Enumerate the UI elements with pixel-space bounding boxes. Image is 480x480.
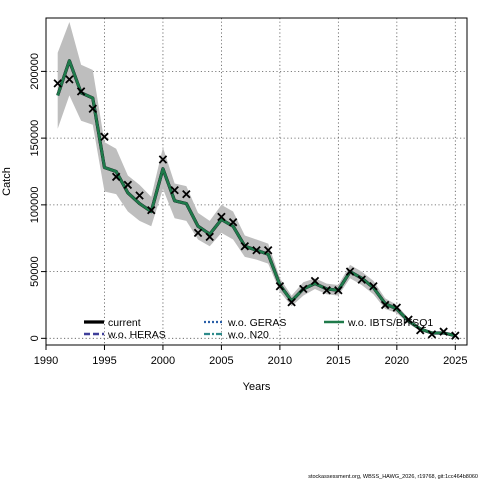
observed-point-2021 [404,315,413,324]
x-axis-label: Years [243,381,271,393]
observed-point-1995 [100,132,109,142]
y-tick-label-100000: 100000 [29,186,41,223]
y-tick-label-50000: 50000 [29,256,41,287]
observed-point-2009 [263,246,273,255]
y-tick-label-150000: 150000 [29,120,41,157]
x-tick-label-2025: 2025 [443,355,467,367]
legend-label-heras: w.o. HERAS [107,329,166,341]
observed-point-1999 [147,205,156,215]
footnote: stockassessment.org, WBSS_HAWG_2026, r19… [308,474,478,480]
x-tick-label-2000: 2000 [151,355,175,367]
observed-point-2002 [182,189,191,199]
x-axis: 1990 1995 2000 2005 2010 2015 2020 2025 [34,345,468,367]
y-tick-label-200000: 200000 [29,53,41,90]
observed-point-2018 [369,282,378,291]
y-axis: 0 50000 100000 150000 200000 [29,53,46,341]
observed-point-2006 [228,217,238,227]
observed-point-1997 [123,180,133,190]
legend-label-geras: w.o. GERAS [227,317,286,329]
x-tick-label-2020: 2020 [385,355,409,367]
observed-point-2014 [322,286,331,295]
observed-point-2011 [287,298,296,307]
observed-point-2012 [299,284,308,294]
observed-point-2022 [415,326,425,335]
y-axis-label: Catch [1,167,13,196]
x-tick-label-1990: 1990 [34,355,58,367]
series-line-ibts [56,59,456,337]
observed-point-2010 [275,282,285,291]
observed-point-1993 [76,87,86,96]
legend-label-ibts: w.o. IBTS/BITSQ1 [347,317,433,329]
observed-point-1992 [65,75,74,84]
series-line-n20 [56,59,456,337]
observed-point-2005 [217,212,226,222]
legend-label-n20: w.o. N20 [227,329,269,341]
observed-points-layer [53,75,460,340]
observed-point-2020 [392,303,402,312]
plot-frame [45,17,468,346]
observed-point-1991 [53,79,62,88]
observed-point-2001 [170,185,179,195]
x-tick-label-2005: 2005 [209,355,233,367]
observed-point-2007 [240,241,250,251]
observed-point-2025 [451,331,460,340]
observed-point-2019 [380,300,390,310]
observed-point-2003 [193,228,203,238]
x-tick-label-2015: 2015 [326,355,350,367]
observed-point-1998 [135,191,144,200]
series-lines-layer [56,59,456,338]
observed-point-2023 [427,330,437,339]
observed-point-2000 [158,155,168,164]
series-line-heras [56,59,456,337]
observed-point-2016 [345,267,355,276]
observed-point-1996 [111,172,121,182]
observed-point-1994 [88,104,98,113]
y-tick-label-0: 0 [29,335,41,341]
observed-point-2008 [252,246,261,255]
observed-point-2015 [334,286,343,295]
legend-label-current: current [108,317,141,329]
observed-point-2017 [357,275,366,284]
series-line-geras [56,59,456,337]
x-tick-label-2010: 2010 [268,355,292,367]
observed-point-2004 [205,232,214,242]
observed-point-2013 [310,276,320,286]
series-line-current [56,59,456,338]
legend: current w.o. GERAS w.o. IBTS/BITSQ1 w.o. HE… [84,317,433,341]
x-tick-label-1995: 1995 [92,355,116,367]
observed-point-2024 [439,327,448,336]
